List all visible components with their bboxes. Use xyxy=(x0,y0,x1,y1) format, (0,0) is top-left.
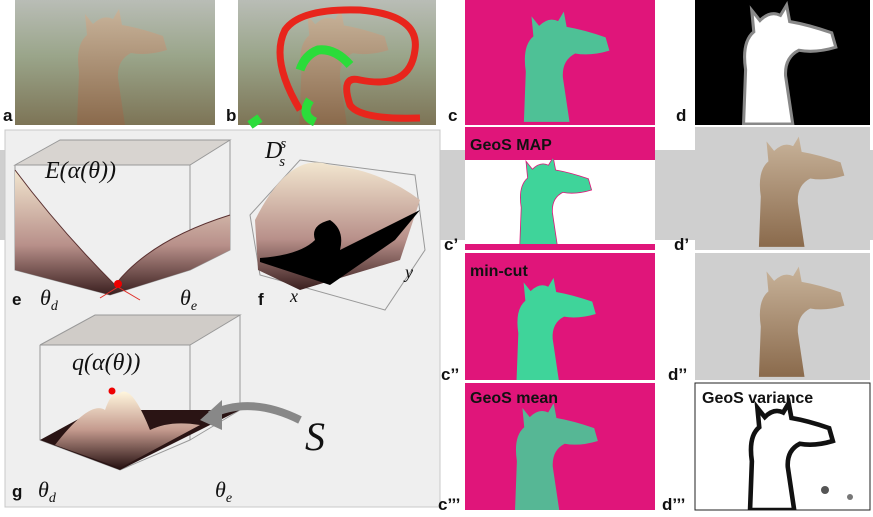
panel-c1: GeoS MAP c’ xyxy=(444,127,655,254)
panel-c3: GeoS mean c’’’ xyxy=(438,383,655,514)
annotation: S xyxy=(305,414,325,459)
plot-g: q(α(θ)) S g θd θe xyxy=(12,314,325,506)
x-axis-label: x xyxy=(289,286,298,306)
plots-box: E(α(θ)) e θd θe Ds s f x y q(α(θ)) S g xyxy=(4,129,441,508)
y-axis-subscript: e xyxy=(191,299,197,314)
panel-label: c’’’ xyxy=(438,495,460,514)
panel-label: d’’ xyxy=(668,365,687,384)
symbol: D xyxy=(264,138,282,164)
panel-a: a xyxy=(3,0,215,125)
panel-b: b xyxy=(226,0,436,129)
panel-d1: d’ xyxy=(674,127,870,254)
panel-c2: min-cut c’’ xyxy=(441,253,655,384)
panel-label: g xyxy=(12,482,22,501)
plot-title: E(α(θ)) xyxy=(44,158,116,184)
plot-f: Ds s f x y xyxy=(249,136,426,311)
x-axis-subscript: d xyxy=(51,299,59,314)
panel-title: GeoS variance xyxy=(702,390,813,407)
plot-title: Ds s xyxy=(264,136,286,170)
plot-title: q(α(θ)) xyxy=(72,350,140,376)
panel-d2: d’’ xyxy=(668,253,870,384)
panel-label: e xyxy=(12,290,21,309)
panel-d3: GeoS variance d’’’ xyxy=(662,382,871,514)
panel-label: f xyxy=(258,290,264,309)
x-axis-subscript: d xyxy=(49,491,57,506)
y-axis-label: θe xyxy=(180,285,197,314)
x-axis-symbol: θ xyxy=(38,477,49,502)
y-axis-subscript: e xyxy=(226,491,232,506)
panel-label: a xyxy=(3,106,13,125)
subscript: s xyxy=(279,154,285,170)
panel-title: GeoS mean xyxy=(470,390,558,407)
y-axis-symbol: θ xyxy=(180,285,191,310)
panel-title: GeoS MAP xyxy=(470,137,552,154)
y-axis-label: y xyxy=(403,262,413,282)
superscript: s xyxy=(280,136,286,152)
panel-label: c’’ xyxy=(441,365,459,384)
panel-d: d xyxy=(676,0,870,125)
y-axis-label: θe xyxy=(215,477,232,506)
panel-label: d’ xyxy=(674,235,689,254)
panel-label: c xyxy=(448,106,457,125)
panel-label: c’ xyxy=(444,235,458,254)
panel-c: c xyxy=(448,0,655,125)
panel-title: min-cut xyxy=(470,263,528,280)
panel-label: d’’’ xyxy=(662,495,685,514)
x-axis-label: θd xyxy=(38,477,57,506)
panel-label: d xyxy=(676,106,686,125)
x-axis-symbol: θ xyxy=(40,285,51,310)
panel-label: b xyxy=(226,106,236,125)
plot-e: E(α(θ)) e θd θe xyxy=(12,139,232,314)
y-axis-symbol: θ xyxy=(215,477,226,502)
x-axis-label: θd xyxy=(40,285,59,314)
